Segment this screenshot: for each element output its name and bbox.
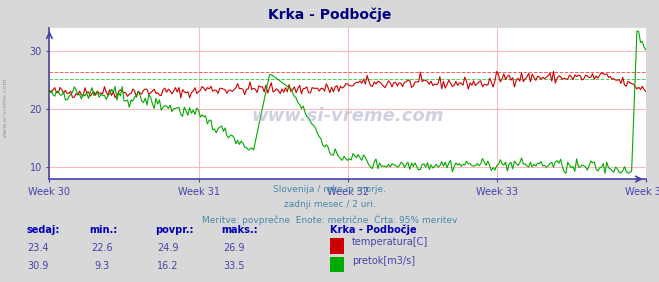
Text: min.:: min.:	[89, 225, 117, 235]
Text: zadnji mesec / 2 uri.: zadnji mesec / 2 uri.	[283, 200, 376, 209]
Text: www.si-vreme.com: www.si-vreme.com	[251, 107, 444, 125]
Text: pretok[m3/s]: pretok[m3/s]	[352, 256, 415, 266]
Text: 23.4: 23.4	[28, 243, 49, 253]
Text: Krka - Podbočje: Krka - Podbočje	[268, 7, 391, 21]
Text: www.si-vreme.com: www.si-vreme.com	[3, 78, 8, 137]
Text: 22.6: 22.6	[92, 243, 113, 253]
Text: povpr.:: povpr.:	[155, 225, 193, 235]
Text: 30.9: 30.9	[28, 261, 49, 271]
Text: 26.9: 26.9	[223, 243, 244, 253]
Text: 24.9: 24.9	[158, 243, 179, 253]
Text: maks.:: maks.:	[221, 225, 258, 235]
Text: 33.5: 33.5	[223, 261, 244, 271]
Text: Slovenija / reke in morje.: Slovenija / reke in morje.	[273, 185, 386, 194]
Text: sedaj:: sedaj:	[26, 225, 60, 235]
Text: 16.2: 16.2	[158, 261, 179, 271]
Text: Krka - Podbočje: Krka - Podbočje	[330, 224, 416, 235]
Text: 9.3: 9.3	[94, 261, 110, 271]
Text: Meritve: povprečne  Enote: metrične  Črta: 95% meritev: Meritve: povprečne Enote: metrične Črta:…	[202, 214, 457, 225]
Text: temperatura[C]: temperatura[C]	[352, 237, 428, 247]
